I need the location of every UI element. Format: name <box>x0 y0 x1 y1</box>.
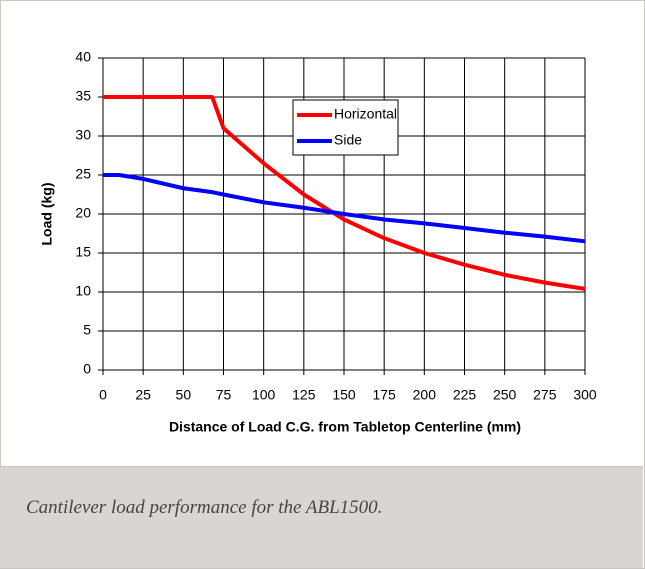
y-tick-label: 20 <box>75 205 91 221</box>
y-tick-label: 30 <box>75 127 91 143</box>
x-tick-label: 250 <box>493 387 517 403</box>
y-tick-label: 35 <box>75 88 91 104</box>
caption: Cantilever load performance for the ABL1… <box>26 497 383 518</box>
caption-area: Cantilever load performance for the ABL1… <box>0 466 643 568</box>
x-tick-label: 300 <box>573 387 597 403</box>
x-tick-label: 25 <box>135 387 151 403</box>
y-tick-label: 10 <box>75 283 91 299</box>
y-tick-label: 25 <box>75 166 91 182</box>
y-tick-label: 40 <box>75 49 91 65</box>
x-axis-label: Distance of Load C.G. from Tabletop Cent… <box>169 419 521 435</box>
legend <box>292 99 399 156</box>
y-tick-label: 15 <box>75 244 91 260</box>
x-tick-label: 50 <box>176 387 192 403</box>
series-line <box>103 95 586 291</box>
y-tick-label: 5 <box>83 322 91 338</box>
chart: Distance of Load C.G. from Tabletop Cent… <box>39 49 597 435</box>
x-tick-label: 125 <box>292 387 316 403</box>
x-tick-label: 175 <box>372 387 396 403</box>
x-tick-label: 0 <box>99 387 107 403</box>
series-line <box>103 173 586 244</box>
x-tick-label: 275 <box>533 387 557 403</box>
legend-label: Horizontal <box>334 106 397 122</box>
x-tick-label: 225 <box>453 387 477 403</box>
y-axis-label: Load (kg) <box>39 183 55 246</box>
legend-label: Side <box>334 132 362 148</box>
x-tick-label: 150 <box>332 387 356 403</box>
x-tick-label: 75 <box>216 387 232 403</box>
x-tick-label: 200 <box>413 387 437 403</box>
y-tick-label: 0 <box>83 361 91 377</box>
x-tick-label: 100 <box>252 387 276 403</box>
